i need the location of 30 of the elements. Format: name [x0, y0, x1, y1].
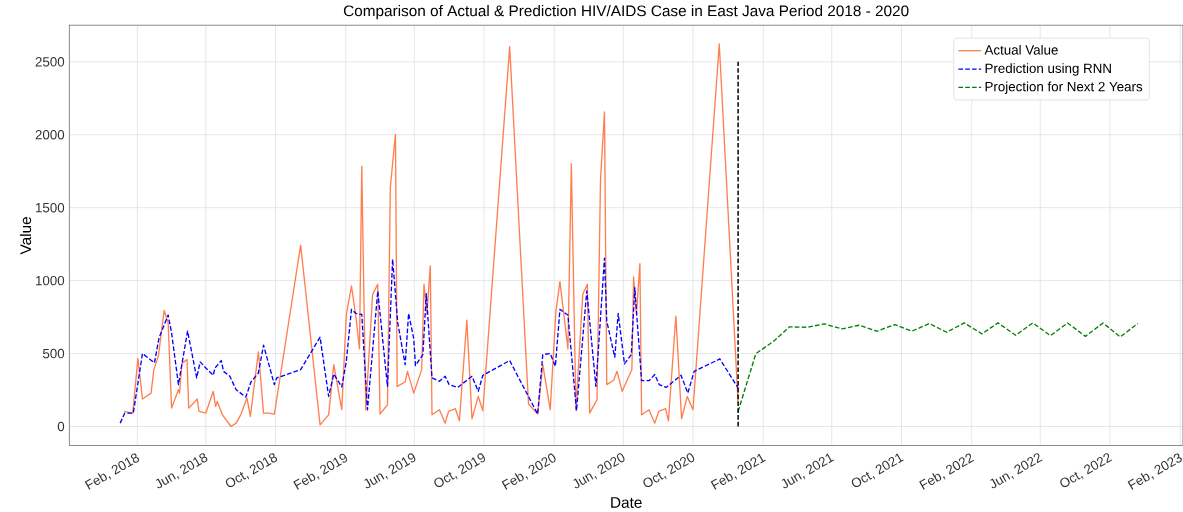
y-axis-title: Value — [19, 216, 32, 255]
x-tick-label: Oct, 2018 — [225, 453, 278, 488]
x-tick-label: Jun, 2021 — [781, 453, 835, 489]
x-tick-label: Oct, 2019 — [434, 453, 486, 488]
y-tick-label: 1500 — [36, 202, 65, 213]
legend-label: Projection for Next 2 Years — [985, 81, 1143, 94]
line-series — [119, 257, 739, 424]
x-tick-label: Oct, 2022 — [1060, 453, 1113, 488]
x-tick-label: Jun, 2020 — [573, 453, 625, 489]
x-tick-label: Feb, 2023 — [1127, 453, 1182, 490]
x-axis-title: Date — [611, 497, 642, 508]
y-tick-label: 2500 — [35, 57, 65, 67]
y-tick-label: 0 — [57, 421, 65, 432]
line-series — [123, 43, 739, 428]
y-tick-label: 1000 — [36, 275, 65, 286]
x-tick-label: Jun, 2018 — [155, 453, 208, 489]
x-tick-label: Feb, 2019 — [293, 453, 348, 490]
x-tick-label: Jun, 2019 — [364, 453, 416, 489]
chart-title: Comparison of Actual & Prediction HIV/AIDS Case in East Java Period 2018 - 2020 — [343, 4, 909, 20]
legend-label: Actual Value — [984, 44, 1058, 55]
y-tick-label: 500 — [42, 348, 65, 359]
legend-label: Prediction using RNN — [985, 63, 1111, 76]
x-tick-label: Feb, 2022 — [919, 453, 975, 490]
x-tick-label: Feb, 2021 — [710, 453, 766, 490]
y-tick-label: 2000 — [35, 129, 65, 140]
x-tick-label: Feb, 2018 — [84, 453, 140, 490]
x-tick-label: Oct, 2021 — [851, 453, 904, 488]
x-tick-label: Feb, 2020 — [501, 453, 556, 490]
x-tick-label: Oct, 2020 — [643, 453, 695, 488]
x-tick-label: Jun, 2022 — [990, 453, 1043, 489]
